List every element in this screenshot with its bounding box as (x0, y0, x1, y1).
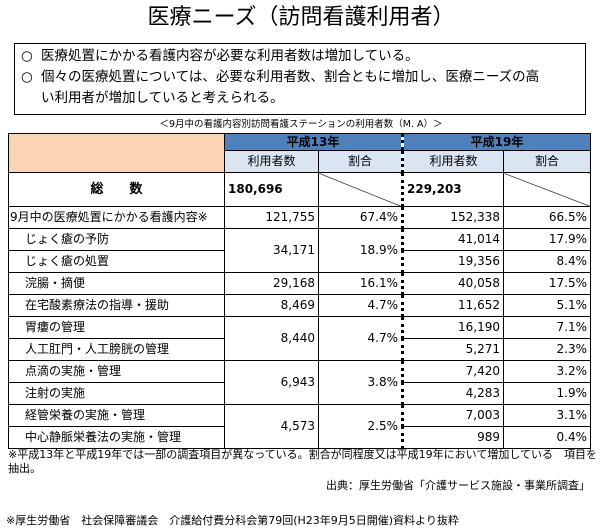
summary-box: ○ 医療処置にかかる看護内容が必要な利用者数は増加している。 ○ 個々の医療処置につ… (14, 43, 586, 115)
cell-h13-count: 121,755 (224, 206, 319, 229)
row-label: 胃瘻の管理 (8, 316, 225, 339)
table-row: 人工肛門・人工膀胱の管理 5,271 2.3% (8, 338, 591, 361)
cell-h19-ratio: 0.4% (503, 426, 591, 449)
column-header: 割合 (318, 150, 404, 173)
cell-h13-count: 4,573 (224, 404, 319, 449)
cell-h13-count: 29,168 (224, 272, 319, 295)
cell-h19-ratio: 2.3% (503, 338, 591, 361)
table-row: 浣腸・摘便 29,168 16.1% 40,058 17.5% (8, 272, 591, 295)
row-label: 在宅酸素療法の指導・援助 (8, 294, 225, 317)
cell-h13-count: 6,943 (224, 360, 319, 405)
table-caption: ＜9月中の看護内容別訪問看護ステーションの利用者数（M. A）＞ (159, 119, 443, 130)
table-row: 在宅酸素療法の指導・援助 8,469 4.7% 11,652 5.1% (8, 294, 591, 317)
cell-h19-count: 7,420 (402, 360, 504, 383)
cell-h13-count: 180,696 (224, 172, 319, 207)
cell-h19-count: 19,356 (402, 250, 504, 273)
row-label: 人工肛門・人工膀胱の管理 (8, 338, 225, 361)
cell-h19-ratio: 8.4% (503, 250, 591, 273)
column-header: 割合 (503, 150, 591, 173)
row-label: 9月中の医療処置にかかる看護内容※ (8, 206, 225, 229)
row-label: 経管栄養の実施・管理 (8, 404, 225, 427)
page-title: 医療ニーズ（訪問看護利用者） (147, 5, 455, 30)
summary-point: 医療処置にかかる看護内容が必要な利用者数は増加している。 (41, 48, 419, 64)
cell-h13-ratio: 18.9% (318, 228, 404, 273)
summary-point-continued: い利用者が増加していると考えられる。 (41, 90, 284, 106)
source-note: 出典：厚生労働省「介護サービス施設・事業所調査」 (326, 479, 590, 492)
cell-h19-ratio: 1.9% (503, 382, 591, 405)
column-header: 利用者数 (224, 150, 319, 173)
cell-h19-count: 16,190 (402, 316, 504, 339)
footnote: ※平成13年と平成19年では一部の調査項目が異なっている。割合が同程度又は平成1… (8, 448, 597, 475)
row-label: じょく瘡の予防 (8, 228, 225, 251)
total-row: 総 数 180,696 229,203 (8, 172, 591, 207)
summary-point: 個々の医療処置については、必要な利用者数、割合ともに増加し、医療ニーズの高 (41, 69, 540, 85)
year-header: 平成13年 (224, 133, 404, 151)
row-label: 中心静脈栄養法の実施・管理 (8, 426, 225, 449)
table-row: 中心静脈栄養法の実施・管理 989 0.4% (8, 426, 591, 449)
cell-h19-ratio: 17.9% (503, 228, 591, 251)
slash-cell (503, 172, 591, 207)
row-label: 総 数 (8, 172, 225, 207)
row-label: 点滴の実施・管理 (8, 360, 225, 383)
cell-h19-count: 989 (402, 426, 504, 449)
cell-h19-ratio: 7.1% (503, 316, 591, 339)
cell-h19-count: 40,058 (402, 272, 504, 295)
cell-h13-ratio: 4.7% (318, 294, 404, 317)
cell-h19-count: 152,338 (402, 206, 504, 229)
table-row: 胃瘻の管理 8,440 4.7% 16,190 7.1% (8, 316, 591, 361)
cell-h19-ratio: 17.5% (503, 272, 591, 295)
bullet-icon: ○ (21, 48, 33, 64)
header-corner (8, 133, 225, 173)
cell-h13-ratio: 67.4% (318, 206, 404, 229)
cell-h19-ratio: 66.5% (503, 206, 591, 229)
cell-h13-count: 8,440 (224, 316, 319, 361)
cell-h13-ratio: 16.1% (318, 272, 404, 295)
table-row: 経管栄養の実施・管理 4,573 2.5% 7,003 3.1% (8, 404, 591, 449)
column-header: 利用者数 (402, 150, 504, 173)
cell-h19-count: 41,014 (402, 228, 504, 251)
cell-h19-count: 4,283 (402, 382, 504, 405)
cell-h19-count: 229,203 (402, 172, 504, 207)
bullet-icon: ○ (21, 69, 33, 85)
cell-h19-ratio: 5.1% (503, 294, 591, 317)
cell-h13-count: 34,171 (224, 228, 319, 273)
cell-h19-ratio: 3.2% (503, 360, 591, 383)
cell-h13-ratio: 4.7% (318, 316, 404, 361)
table-row: 9月中の医療処置にかかる看護内容※ 121,755 67.4% 152,338 … (8, 206, 591, 229)
bottom-note: ※厚生労働省 社会保障審議会 介護給付費分科会第79回(H23年9月5日開催)資… (6, 514, 459, 527)
cell-h19-ratio: 3.1% (503, 404, 591, 427)
cell-h19-count: 7,003 (402, 404, 504, 427)
cell-h19-count: 11,652 (402, 294, 504, 317)
cell-h19-count: 5,271 (402, 338, 504, 361)
table-row: 点滴の実施・管理 6,943 3.8% 7,420 3.2% (8, 360, 591, 405)
year-header: 平成19年 (402, 133, 591, 151)
row-label: 注射の実施 (8, 382, 225, 405)
row-label: 浣腸・摘便 (8, 272, 225, 295)
row-label: じょく瘡の処置 (8, 250, 225, 273)
cell-h13-count: 8,469 (224, 294, 319, 317)
nursing-table: 平成13年 平成19年 利用者数 割合 利用者数 割合 総 数 180,696 … (8, 133, 591, 449)
cell-h13-ratio: 2.5% (318, 404, 404, 449)
slash-cell (318, 172, 404, 207)
cell-h13-ratio: 3.8% (318, 360, 404, 405)
table-row: じょく瘡の予防 34,171 18.9% 41,014 17.9% (8, 228, 591, 273)
